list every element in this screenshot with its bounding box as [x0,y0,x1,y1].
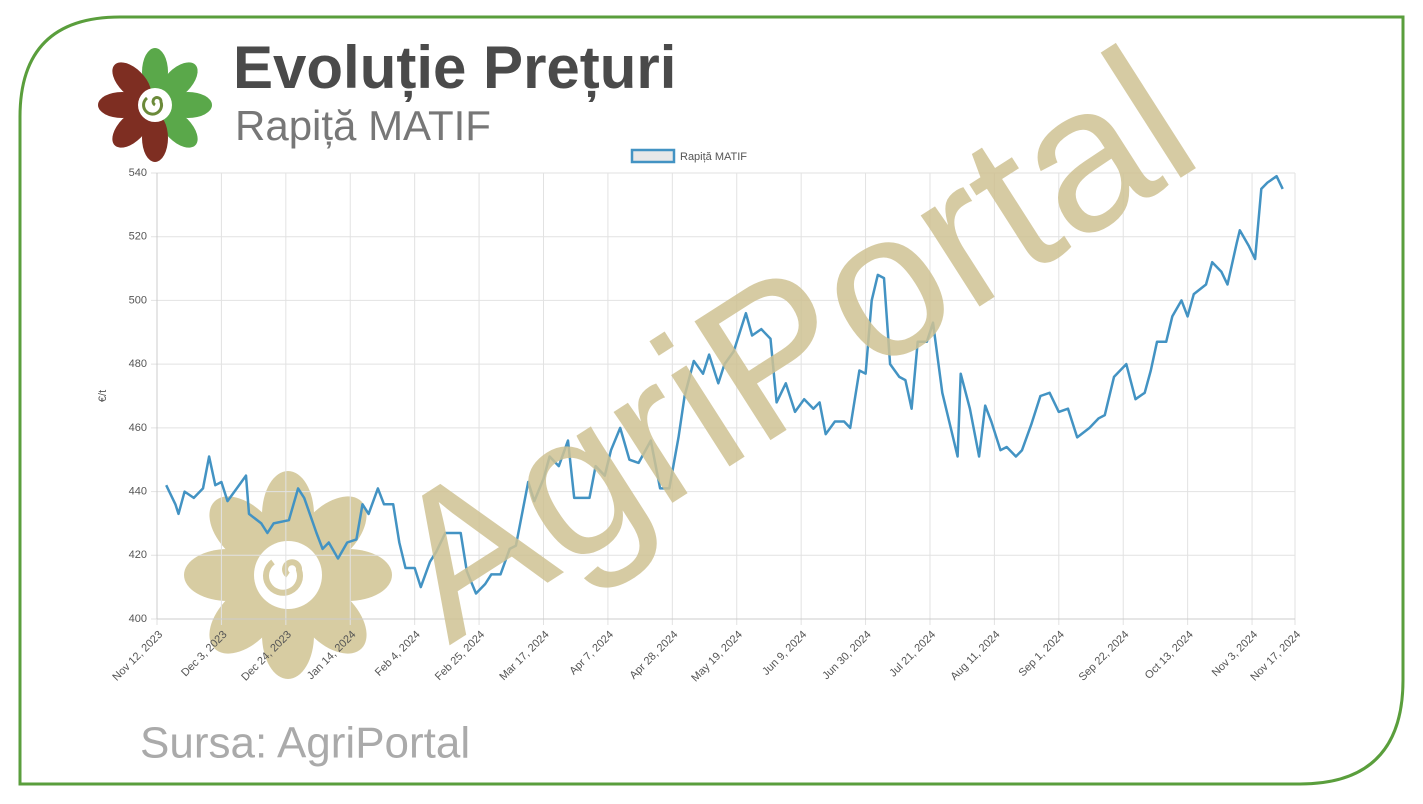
subtitle: Rapiță MATIF [235,102,491,149]
y-tick-label: 440 [129,485,147,497]
legend-label: Rapiță MATIF [680,151,747,163]
y-axis-label: €/t [97,390,109,402]
y-tick-label: 480 [129,358,147,370]
title: Evoluție Prețuri [233,34,676,102]
legend-swatch [630,148,676,164]
y-tick-label: 500 [129,294,147,306]
y-tick-label: 520 [129,231,147,243]
y-tick-label: 540 [129,167,147,179]
source: Sursa: AgriPortal [140,719,470,768]
y-tick-label: 460 [129,422,147,434]
line [165,174,1284,595]
y-tick-label: 400 [129,613,147,625]
logo [98,48,212,162]
watermark-flower [184,471,392,679]
y-tick-label: 420 [129,549,147,561]
